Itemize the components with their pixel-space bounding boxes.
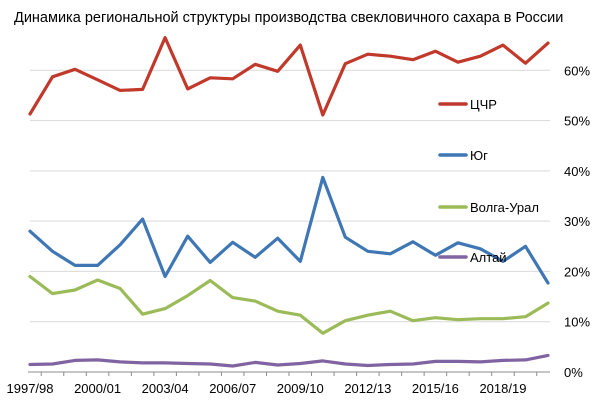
chart-title: Динамика региональной структуры производ… [14, 10, 563, 26]
series-line-цчр [28, 35, 550, 117]
y-tick-label: 0% [564, 365, 583, 380]
x-tick-label: 2015/16 [412, 381, 459, 396]
y-tick-label: 50% [564, 114, 590, 129]
legend-label-цчр: ЦЧР [470, 97, 497, 112]
x-tick-label: 2009/10 [277, 381, 324, 396]
y-tick-label: 10% [564, 315, 590, 330]
legend-label-алтай: Алтай [470, 250, 507, 265]
x-tick-label: 2000/01 [74, 381, 121, 396]
x-tick-label: 2006/07 [209, 381, 256, 396]
data-series [28, 35, 550, 368]
series-line-алтай [28, 353, 550, 368]
y-tick-label: 60% [564, 63, 590, 78]
legend-label-волга-урал: Волга-Урал [470, 200, 539, 215]
y-axis: 0% 10% 20% 30% 40% 50% 60% [564, 63, 590, 380]
x-tick-label: 1997/98 [7, 381, 54, 396]
legend: ЦЧР Юг Волга-Урал Алтай [438, 97, 539, 265]
y-tick-label: 20% [564, 264, 590, 279]
y-tick-label: 30% [564, 214, 590, 229]
series-line-юг [28, 175, 550, 285]
legend-label-юг: Юг [470, 148, 488, 163]
x-tick-label: 2018/19 [479, 381, 526, 396]
gridlines [30, 69, 550, 323]
x-tick-label: 2003/04 [142, 381, 189, 396]
x-axis: 1997/98 2000/01 2003/04 2006/07 2009/10 2012/… [7, 371, 550, 396]
series-line-волга-урал [28, 274, 550, 335]
y-tick-label: 40% [564, 164, 590, 179]
x-tick-label: 2012/13 [344, 381, 391, 396]
